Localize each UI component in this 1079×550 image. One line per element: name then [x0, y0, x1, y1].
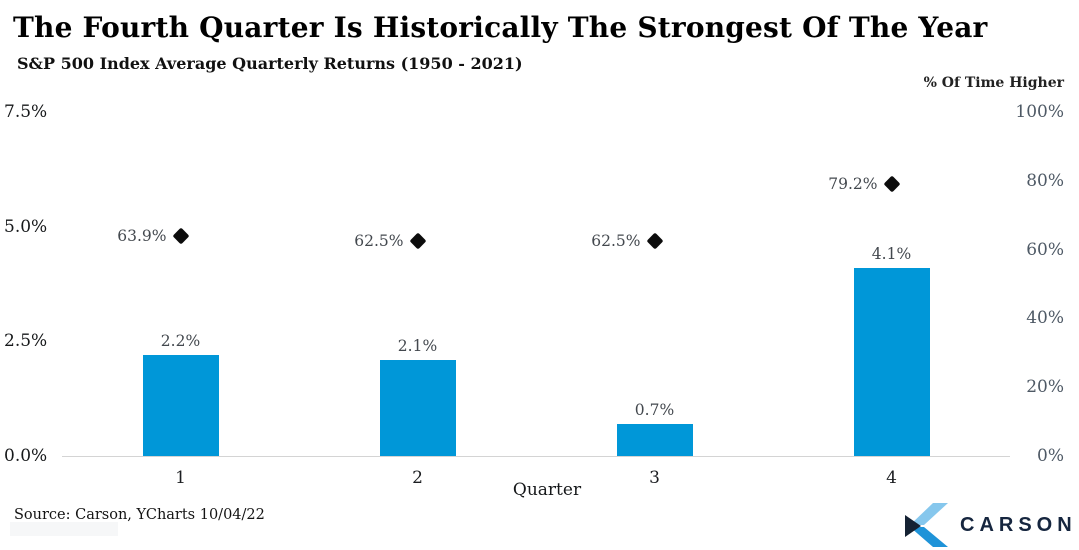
chart-subtitle: S&P 500 Index Average Quarterly Returns … — [17, 54, 523, 73]
bar-value-label: 2.2% — [160, 332, 201, 351]
left-axis-tick: 5.0% — [4, 216, 48, 237]
x-axis-tick-q3: 3 — [649, 468, 660, 488]
carson-logo: CARSON — [903, 503, 1073, 547]
diamond-value-label: 63.9% — [117, 227, 167, 246]
x-axis-label: Quarter — [512, 480, 582, 500]
bar-q4 — [853, 267, 930, 456]
carson-chevron-icon — [905, 503, 948, 547]
diamond-marker-icon — [172, 227, 189, 245]
right-axis-tick: 80% — [1026, 170, 1064, 191]
x-axis-tick-q4: 4 — [886, 468, 897, 488]
x-axis-tick-q1: 1 — [175, 468, 186, 488]
right-axis-tick: 100% — [1015, 102, 1064, 122]
diamond-marker-icon — [646, 232, 663, 250]
bar-value-label: 0.7% — [634, 400, 675, 419]
bar-q3 — [616, 423, 693, 456]
carson-wordmark: CARSON — [960, 513, 1077, 536]
watermark-box — [10, 522, 118, 536]
x-axis-tick-q2: 2 — [412, 468, 423, 488]
bar-value-label: 4.1% — [871, 244, 912, 263]
bar-q2 — [379, 359, 456, 456]
diamond-value-label: 79.2% — [828, 174, 878, 193]
diamond-value-label: 62.5% — [591, 232, 641, 250]
diamond-value-label: 62.5% — [354, 232, 404, 250]
left-axis-tick: 7.5% — [4, 102, 48, 122]
chart-title: The Fourth Quarter Is Historically The S… — [13, 11, 988, 44]
diamond-marker-icon — [409, 232, 426, 250]
right-axis-tick: 0% — [1037, 446, 1064, 466]
right-axis-tick: 60% — [1026, 239, 1064, 260]
bar-q1 — [142, 355, 219, 456]
x-axis-baseline — [62, 456, 1010, 457]
left-axis-tick: 0.0% — [4, 446, 48, 466]
diamond-marker-icon — [883, 175, 900, 193]
source-note: Source: Carson, YCharts 10/04/22 — [14, 507, 265, 523]
bar-value-label: 2.1% — [397, 336, 438, 355]
right-axis-tick: 20% — [1026, 377, 1064, 398]
right-axis-title: % Of Time Higher — [923, 75, 1064, 91]
right-axis-tick: 40% — [1026, 308, 1064, 329]
left-axis-tick: 2.5% — [4, 331, 48, 352]
